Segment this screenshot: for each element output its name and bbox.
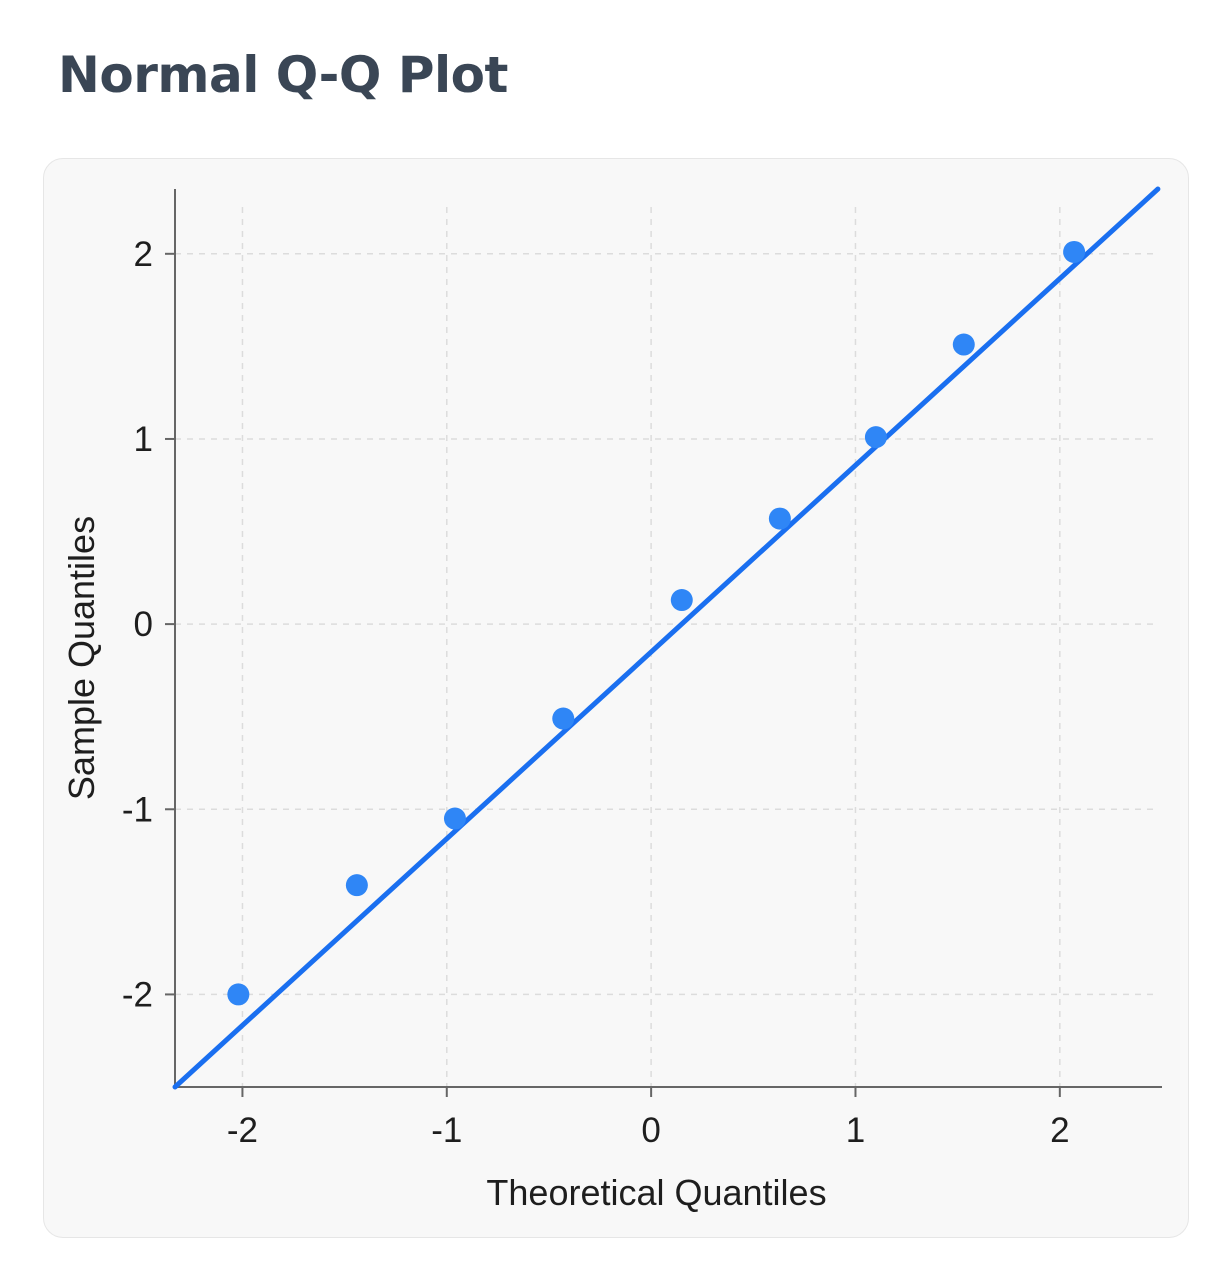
y-tick-label-3: 1 (134, 420, 153, 459)
ticks: -2 -1 0 1 2 -2 -1 0 1 2 (122, 235, 1070, 1150)
y-tick-label-0: -2 (122, 975, 153, 1014)
page-title: Normal Q-Q Plot (58, 46, 508, 104)
y-axis-title: Sample Quantiles (61, 516, 102, 800)
data-point-5 (768, 507, 791, 530)
data-point-1 (345, 874, 368, 897)
chart-card: -2 -1 0 1 2 -2 -1 0 1 2 Theoretical Quantiles Sam… (43, 158, 1189, 1238)
x-tick-label-4: 2 (1050, 1111, 1069, 1150)
x-tick-label-0: -2 (227, 1111, 258, 1150)
reference-line (172, 186, 1161, 1090)
qq-plot: -2 -1 0 1 2 -2 -1 0 1 2 Theoretical Quantiles Sam… (61, 186, 1162, 1213)
data-point-0 (227, 983, 250, 1006)
reference-line-layer (172, 186, 1161, 1090)
y-tick-label-2: 0 (134, 605, 153, 644)
x-tick-label-1: -1 (431, 1111, 462, 1150)
data-point-3 (552, 707, 575, 730)
data-point-8 (1063, 240, 1086, 263)
x-tick-label-3: 1 (846, 1111, 865, 1150)
y-tick-label-1: -1 (122, 790, 153, 829)
x-axis-title: Theoretical Quantiles (486, 1172, 826, 1213)
grid-lines (175, 207, 1154, 1087)
x-tick-label-2: 0 (641, 1111, 660, 1150)
data-point-7 (952, 333, 975, 356)
axes (174, 189, 1162, 1088)
data-point-6 (864, 426, 887, 449)
y-tick-label-4: 2 (134, 235, 153, 274)
data-point-2 (443, 807, 466, 830)
data-point-4 (670, 589, 693, 612)
data-points (227, 240, 1086, 1006)
